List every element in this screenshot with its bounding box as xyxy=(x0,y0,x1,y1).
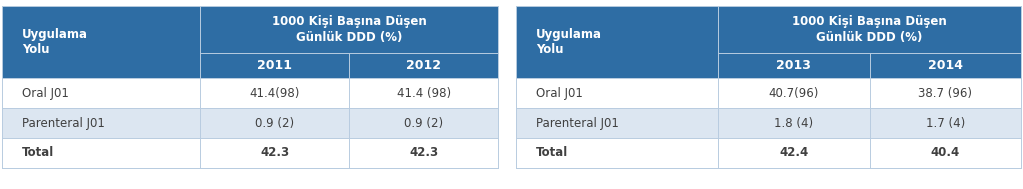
Text: Oral J01: Oral J01 xyxy=(536,87,583,99)
Bar xyxy=(718,53,1021,78)
Text: 41.4(98): 41.4(98) xyxy=(250,87,300,99)
Text: 2011: 2011 xyxy=(258,59,293,72)
Bar xyxy=(516,108,1021,138)
Bar xyxy=(201,6,498,53)
Text: 42.3: 42.3 xyxy=(260,146,290,160)
Text: Total: Total xyxy=(21,146,54,160)
Text: 2012: 2012 xyxy=(406,59,441,72)
Text: 1000 Kişi Başına Düşen
Günlük DDD (%): 1000 Kişi Başına Düşen Günlük DDD (%) xyxy=(272,15,427,43)
Bar xyxy=(516,6,718,78)
Bar xyxy=(516,138,1021,168)
Text: Uygulama
Yolu: Uygulama Yolu xyxy=(21,28,88,56)
Text: 1000 Kişi Başına Düşen
Günlük DDD (%): 1000 Kişi Başına Düşen Günlük DDD (%) xyxy=(792,15,947,43)
Bar xyxy=(718,6,1021,53)
Text: 38.7 (96): 38.7 (96) xyxy=(919,87,972,99)
Text: Total: Total xyxy=(536,146,569,160)
Text: 1.7 (4): 1.7 (4) xyxy=(926,116,965,129)
Text: 42.4: 42.4 xyxy=(780,146,808,160)
Text: 41.4 (98): 41.4 (98) xyxy=(397,87,451,99)
Text: Parenteral J01: Parenteral J01 xyxy=(536,116,619,129)
Text: Uygulama
Yolu: Uygulama Yolu xyxy=(536,28,603,56)
Bar xyxy=(2,78,498,108)
Text: 40.7(96): 40.7(96) xyxy=(768,87,819,99)
Text: Oral J01: Oral J01 xyxy=(21,87,69,99)
Bar xyxy=(201,53,498,78)
Bar xyxy=(516,78,1021,108)
Text: 2013: 2013 xyxy=(776,59,811,72)
Text: 1.8 (4): 1.8 (4) xyxy=(774,116,813,129)
Text: Parenteral J01: Parenteral J01 xyxy=(21,116,104,129)
Text: 0.9 (2): 0.9 (2) xyxy=(255,116,295,129)
Bar xyxy=(2,6,201,78)
Text: 0.9 (2): 0.9 (2) xyxy=(404,116,443,129)
Bar xyxy=(2,108,498,138)
Text: 42.3: 42.3 xyxy=(409,146,438,160)
Bar xyxy=(2,138,498,168)
Text: 2014: 2014 xyxy=(928,59,963,72)
Text: 40.4: 40.4 xyxy=(931,146,960,160)
